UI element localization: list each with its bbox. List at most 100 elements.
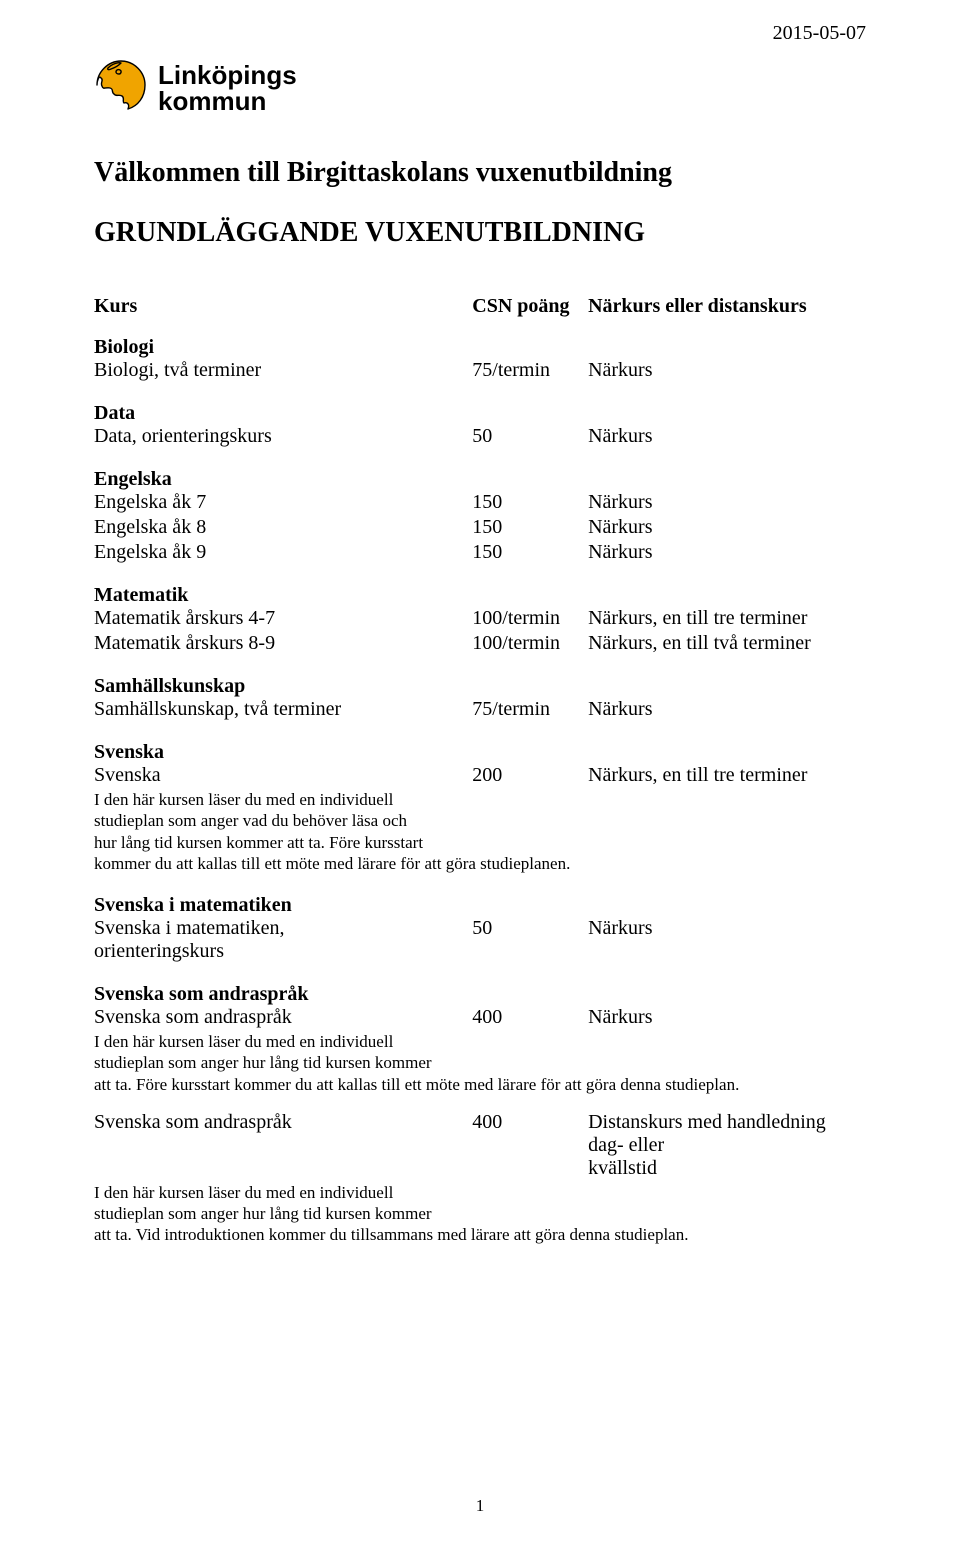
table-row: Svenska som andraspråk 400 Närkurs [94,1006,866,1031]
header-course: Kurs [94,277,472,318]
course-name: Svenska [94,764,472,789]
group-title: Biologi [94,318,472,359]
group-title: Svenska i matematiken [94,876,472,917]
course-table: Kurs CSN poäng Närkurs eller distanskurs… [94,277,866,1248]
course-points: 150 [472,541,588,566]
group-heading-data: Data [94,384,866,425]
group-title: Svenska som andraspråk [94,965,472,1006]
table-row: Svenska som andraspråk 400 Distanskurs m… [94,1111,866,1182]
page-title: Välkommen till Birgittaskolans vuxenutbi… [94,157,866,189]
page-number: 1 [0,1496,960,1516]
table-row: Biologi, två terminer 75/termin Närkurs [94,359,866,384]
course-type-line1: Distanskurs med handledning dag- eller [588,1111,866,1157]
group-heading-svenska-i-matematiken: Svenska i matematiken [94,876,866,917]
table-row: Svenska 200 Närkurs, en till tre termine… [94,764,866,789]
section-heading: GRUNDLÄGGANDE VUXENUTBILDNING [94,217,866,249]
course-points: 400 [472,1111,588,1182]
note-row: I den här kursen läser du med en individ… [94,789,866,876]
course-note: I den här kursen läser du med en individ… [94,1182,866,1248]
group-heading-matematik: Matematik [94,566,866,607]
course-note: I den här kursen läser du med en individ… [94,789,866,876]
header-type: Närkurs eller distanskurs [588,277,866,318]
course-type: Närkurs [588,425,866,450]
municipality-name-line1: Linköpings [158,62,297,88]
table-row: Matematik årskurs 4-7 100/termin Närkurs… [94,607,866,632]
note-line: I den här kursen läser du med en individ… [94,1031,866,1052]
course-type: Distanskurs med handledning dag- eller k… [588,1111,866,1182]
course-type: Närkurs [588,698,866,723]
table-row: Engelska åk 8 150 Närkurs [94,516,866,541]
course-type: Närkurs [588,917,866,965]
note-line: hur lång tid kursen kommer att ta. Före … [94,832,866,853]
municipality-name-line2: kommun [158,88,297,114]
course-name: Engelska åk 7 [94,491,472,516]
group-heading-svenska: Svenska [94,723,866,764]
table-row: Samhällskunskap, två terminer 75/termin … [94,698,866,723]
course-points: 75/termin [472,698,588,723]
document-date: 2015-05-07 [773,22,866,45]
course-type: Närkurs, en till tre terminer [588,764,866,789]
course-name-line2: orienteringskurs [94,940,472,963]
course-points: 400 [472,1006,588,1031]
course-note: I den här kursen läser du med en individ… [94,1031,866,1097]
group-heading-biologi: Biologi [94,318,866,359]
group-title: Svenska [94,723,472,764]
note-line: I den här kursen läser du med en individ… [94,789,866,810]
course-type: Närkurs [588,1006,866,1031]
document-page: 2015-05-07 Linköpings kommun Välkommen t… [0,0,960,1542]
course-type: Närkurs, en till tre terminer [588,607,866,632]
course-type-line2: kvällstid [588,1157,866,1180]
course-type: Närkurs [588,516,866,541]
course-name: Matematik årskurs 4-7 [94,607,472,632]
course-name: Matematik årskurs 8-9 [94,632,472,657]
course-name: Biologi, två terminer [94,359,472,384]
table-row: Data, orienteringskurs 50 Närkurs [94,425,866,450]
group-heading-engelska: Engelska [94,450,866,491]
course-name: Svenska som andraspråk [94,1006,472,1031]
table-header-row: Kurs CSN poäng Närkurs eller distanskurs [94,277,866,318]
course-type: Närkurs, en till två terminer [588,632,866,657]
note-line: studieplan som anger hur lång tid kursen… [94,1052,866,1073]
note-row: I den här kursen läser du med en individ… [94,1182,866,1248]
table-row: Engelska åk 9 150 Närkurs [94,541,866,566]
group-title: Samhällskunskap [94,657,472,698]
course-points: 100/termin [472,607,588,632]
municipality-name: Linköpings kommun [158,62,297,114]
note-line: att ta. Vid introduktionen kommer du til… [94,1224,866,1245]
course-name: Samhällskunskap, två terminer [94,698,472,723]
course-type: Närkurs [588,359,866,384]
table-row: Matematik årskurs 8-9 100/termin Närkurs… [94,632,866,657]
course-name: Svenska i matematiken, orienteringskurs [94,917,472,965]
group-title: Matematik [94,566,472,607]
note-line: att ta. Före kursstart kommer du att kal… [94,1074,866,1095]
course-name-line1: Svenska i matematiken, [94,917,472,940]
header-points: CSN poäng [472,277,588,318]
table-row: Engelska åk 7 150 Närkurs [94,491,866,516]
course-points: 50 [472,917,588,965]
note-row: I den här kursen läser du med en individ… [94,1031,866,1097]
note-line: kommer du att kallas till ett möte med l… [94,853,866,874]
course-points: 150 [472,491,588,516]
course-points: 100/termin [472,632,588,657]
note-line: studieplan som anger vad du behöver läsa… [94,810,866,831]
course-points: 50 [472,425,588,450]
municipality-logo: Linköpings kommun [94,58,866,117]
group-heading-samhallskunskap: Samhällskunskap [94,657,866,698]
lion-crest-icon [94,58,148,117]
course-name: Data, orienteringskurs [94,425,472,450]
table-row: Svenska i matematiken, orienteringskurs … [94,917,866,965]
course-type: Närkurs [588,541,866,566]
course-points: 75/termin [472,359,588,384]
note-line: I den här kursen läser du med en individ… [94,1182,866,1203]
note-line: studieplan som anger hur lång tid kursen… [94,1203,866,1224]
course-points: 150 [472,516,588,541]
group-heading-svenska-som-andrasprak: Svenska som andraspråk [94,965,866,1006]
spacer-row [94,1097,866,1111]
course-name: Svenska som andraspråk [94,1111,472,1182]
group-title: Engelska [94,450,472,491]
course-points: 200 [472,764,588,789]
course-name: Engelska åk 8 [94,516,472,541]
group-title: Data [94,384,472,425]
course-name: Engelska åk 9 [94,541,472,566]
course-type: Närkurs [588,491,866,516]
